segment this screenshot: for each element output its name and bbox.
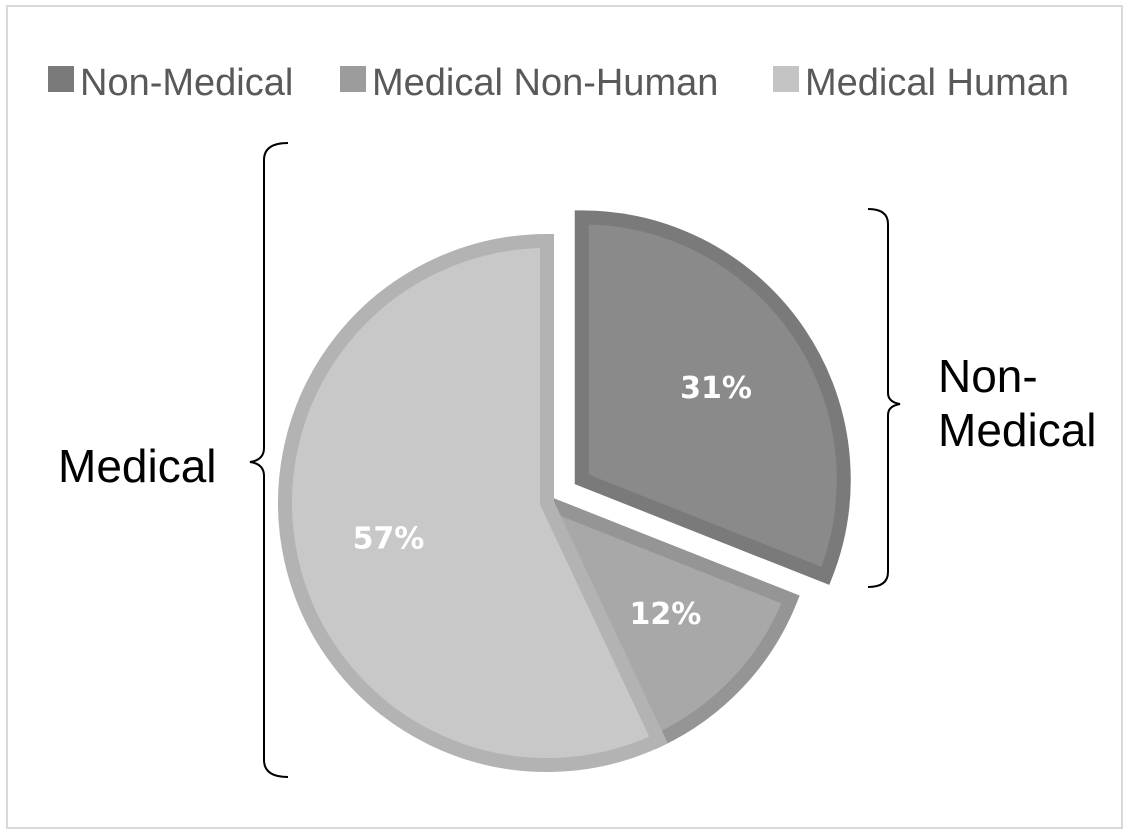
medical-brace [249, 142, 289, 778]
non-medical-brace [867, 208, 901, 588]
non-medical-brace-label-line1: Non- [938, 350, 1038, 402]
pie-data-labels: 31% 12% 57% [353, 371, 752, 632]
legend-label-medical-non-human: Medical Non-Human [372, 62, 718, 104]
data-label-medical-non-human: 12% [630, 597, 702, 632]
legend-item-non-medical: Non-Medical [48, 62, 293, 104]
pie-slices [278, 210, 851, 772]
data-label-non-medical: 31% [680, 371, 752, 406]
legend-swatch-medical-non-human [340, 66, 366, 92]
pie-slice-medical-non-human [533, 489, 800, 750]
legend-item-medical-non-human: Medical Non-Human [340, 62, 718, 104]
medical-brace-label: Medical [58, 440, 217, 492]
legend-swatch-non-medical [48, 66, 74, 92]
legend-label-non-medical: Non-Medical [80, 62, 293, 104]
pie-slice-non-medical [574, 210, 851, 585]
data-label-medical-human: 57% [353, 521, 425, 556]
non-medical-brace-label-line2: Medical [938, 404, 1097, 456]
legend-swatch-medical-human [773, 66, 799, 92]
legend-item-medical-human: Medical Human [773, 62, 1069, 104]
legend: Non-Medical Medical Non-Human Medical Hu… [48, 62, 1069, 104]
pie-slice-medical-human [278, 233, 668, 772]
legend-label-medical-human: Medical Human [805, 62, 1069, 104]
